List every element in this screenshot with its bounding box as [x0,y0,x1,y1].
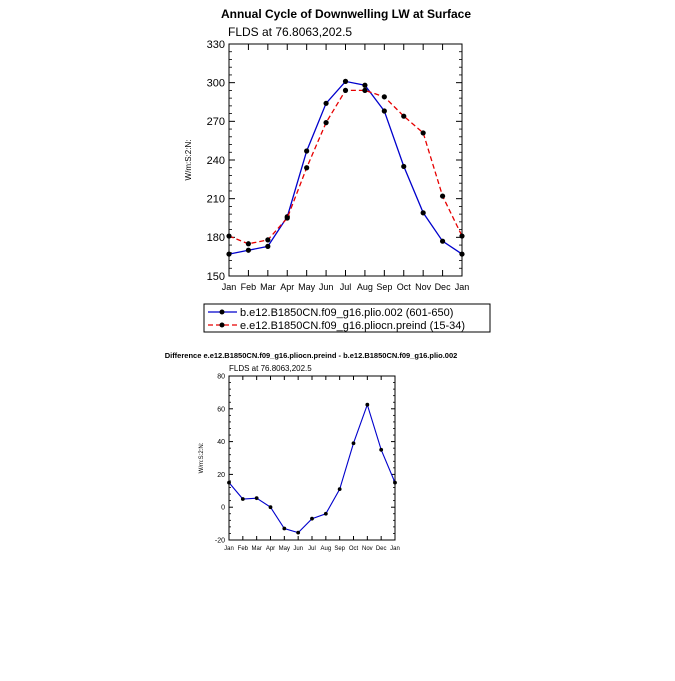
data-point-series-1 [439,238,446,244]
data-point-series-1 [365,402,370,407]
x-tick-label: May [279,546,290,552]
x-tick-label: Nov [362,546,373,552]
x-tick-label: Jan [222,282,237,292]
x-tick-label: Sep [334,546,345,552]
data-point-series-1 [268,505,273,510]
x-tick-label: Oct [397,282,412,292]
data-point-series-2 [265,237,271,243]
data-point-series-2 [342,87,349,93]
data-point-series-1 [401,163,407,170]
data-point-series-1 [245,247,252,253]
x-tick-label: Apr [266,546,275,552]
x-tick-label: Jan [390,546,400,552]
chart-subtitle: FLDS at 76.8063,202.5 [228,25,352,39]
x-tick-label: Mar [260,282,276,292]
chart-title: Difference e.e12.B1850CN.f09_g16.pliocn.… [165,351,458,360]
data-point-series-1 [337,487,342,492]
x-tick-label: Jul [308,546,316,552]
x-tick-label: Nov [415,282,432,292]
y-tick-label: 150 [207,271,225,283]
data-point-series-2 [245,241,252,247]
y-tick-label: 80 [217,373,225,380]
x-tick-label: Jan [224,546,234,552]
data-point-series-2 [226,233,232,239]
plot-frame [228,375,396,541]
y-tick-label: -20 [215,537,225,544]
y-tick-label: 210 [207,194,225,206]
x-tick-label: Jan [455,282,470,292]
plot-area: -20 0 20 40 60 80 Jan Feb Mar Apr May Jun Jul Aug Sep O… [215,373,400,552]
legend: b.e12.B1850CN.f09_g16.plio.002 (601-650)… [203,303,491,333]
data-point-series-2 [362,87,368,93]
x-tick-label: Feb [241,282,257,292]
data-point-series-2 [381,94,387,100]
legend-marker-series-2 [219,322,225,328]
data-point-series-2 [401,113,407,119]
y-tick-label: 0 [221,505,225,512]
series-line-1 [228,402,396,534]
y-tick-label: 300 [207,78,225,90]
data-point-series-1 [459,251,465,257]
data-point-series-1 [351,441,356,446]
data-point-series-1 [323,100,329,106]
chart-annual-cycle: Annual Cycle of Downwelling LW at Surfac… [184,7,491,333]
y-axis-label: W/m:S:2:N: [184,140,193,181]
data-point-series-1 [226,251,232,257]
x-tick-label: Jun [293,546,303,552]
series-line-1 [228,80,463,255]
legend-label-series-2: e.e12.B1850CN.f09_g16.pliocn.preind (15-… [240,320,465,332]
data-point-series-1 [310,516,314,521]
x-tick-label: Apr [280,282,294,292]
y-tick-label: 270 [207,116,225,128]
x-tick-label: Mar [251,546,261,552]
x-tick-label: Aug [357,282,373,292]
data-point-series-1 [304,148,310,154]
data-point-series-1 [254,496,259,501]
x-tick-label: Jul [340,282,352,292]
series-line-2 [228,89,463,245]
x-tick-label: Dec [435,282,452,292]
y-tick-label: 60 [217,406,225,413]
chart-difference: Difference e.e12.B1850CN.f09_g16.pliocn.… [165,351,458,552]
y-tick-label: 330 [207,39,225,51]
data-point-series-2 [420,130,426,136]
x-tick-label: Sep [376,282,392,292]
data-point-series-2 [459,233,465,239]
y-tick-label: 240 [207,155,225,167]
y-tick-label: 20 [217,472,225,479]
data-point-series-1 [362,82,368,88]
x-tick-label: Feb [238,546,249,552]
data-point-series-1 [393,480,397,485]
legend-marker-series-1 [219,309,225,315]
data-point-series-2 [323,120,329,126]
data-point-series-2 [304,165,310,171]
data-point-series-1 [265,243,271,249]
y-axis-label: W/m:S:2:N: [199,442,205,473]
x-tick-label: Dec [376,546,387,552]
data-point-series-1 [282,526,287,531]
data-point-series-1 [323,511,328,516]
chart-subtitle: FLDS at 76.8063,202.5 [229,364,312,373]
data-point-series-1 [296,530,301,535]
data-point-series-1 [420,210,426,216]
data-point-series-1 [342,78,349,84]
data-point-series-1 [227,480,231,485]
x-tick-label: Jun [319,282,334,292]
x-tick-label: Aug [320,546,331,552]
data-point-series-2 [439,193,446,199]
legend-label-series-1: b.e12.B1850CN.f09_g16.plio.002 (601-650) [240,307,453,319]
data-point-series-1 [240,497,245,501]
y-tick-label: 40 [217,439,225,446]
data-point-series-1 [381,108,387,114]
chart-title: Annual Cycle of Downwelling LW at Surfac… [221,7,471,21]
data-point-series-1 [379,447,384,452]
plot-area: 150 180 210 240 270 300 330 Jan Feb Mar Apr May Jun J… [207,39,470,292]
legend-box [203,303,491,333]
x-tick-label: May [298,282,316,292]
x-tick-label: Oct [349,546,359,552]
data-point-series-2 [284,215,290,221]
y-tick-label: 180 [207,232,225,244]
